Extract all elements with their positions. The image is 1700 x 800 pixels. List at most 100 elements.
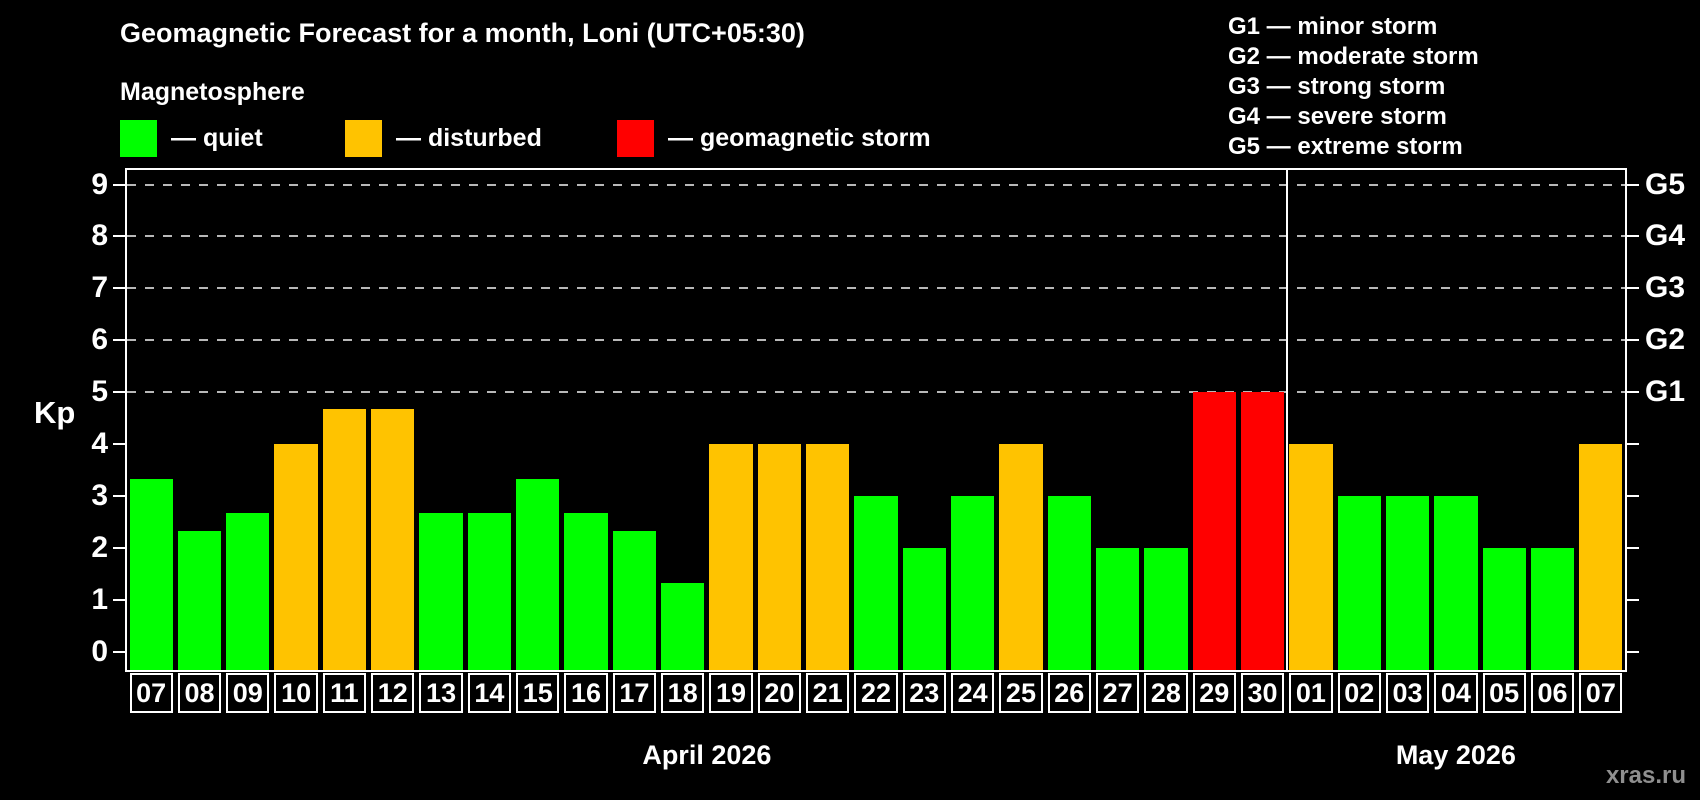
y-tick-right-0 [1627,650,1639,653]
y-tick-label-0: 0 [91,634,108,668]
y-tick-label-3: 3 [91,479,108,513]
gridline-kp8 [127,235,1625,238]
kp-bar-01 [1289,444,1333,670]
kp-bar-29 [1192,392,1236,670]
month-label: May 2026 [1395,740,1516,770]
y-tick-label-7: 7 [91,271,108,305]
y-tick-left-5 [113,391,125,394]
g-scale-legend-line: G4 — severe storm [1228,103,1447,130]
gridline-kp7 [127,287,1625,290]
kp-bar-22 [854,496,898,670]
y-tick-right-8 [1627,235,1639,238]
watermark: xras.ru [1605,762,1686,789]
kp-bar-13 [419,513,463,670]
y-tick-right-1 [1627,598,1639,601]
day-label-may-01: 01 [1289,673,1333,713]
y-tick-left-8 [113,235,125,238]
day-label-apr-25: 25 [999,673,1043,713]
quiet-swatch-icon [120,120,157,157]
y-tick-label-1: 1 [91,582,108,616]
y-tick-label-8: 8 [91,219,108,253]
day-label-apr-13: 13 [419,673,463,713]
kp-bar-12 [371,409,415,670]
day-label-apr-26: 26 [1047,673,1091,713]
kp-bar-21 [806,444,850,670]
y-tick-label-9: 9 [91,167,108,201]
day-label-apr-10: 10 [274,673,318,713]
y-tick-right-7 [1627,287,1639,290]
y-tick-left-3 [113,495,125,498]
g-label-G2: G2 [1645,323,1686,357]
kp-bar-11 [322,409,367,670]
kp-bar-15 [516,478,560,670]
legend-item-storm: — geomagnetic storm [617,120,931,157]
kp-bar-08 [177,530,222,670]
y-tick-label-5: 5 [91,375,108,409]
y-tick-left-9 [113,183,125,186]
y-tick-label-4: 4 [91,427,108,461]
day-label-apr-08: 08 [177,673,222,713]
day-label-apr-22: 22 [854,673,898,713]
kp-bar-20 [757,444,801,670]
day-label-apr-14: 14 [467,673,512,713]
day-label-apr-21: 21 [806,673,850,713]
y-axis-title: Kp [34,394,76,430]
day-label-may-05: 05 [1482,673,1526,713]
kp-bar-23 [902,548,946,670]
storm-swatch-icon [617,120,654,157]
legend-label-quiet: — quiet [171,124,263,152]
day-label-apr-27: 27 [1095,673,1140,713]
kp-bar-28 [1144,548,1188,670]
day-label-may-03: 03 [1385,673,1430,713]
g-scale-legend-line: G2 — moderate storm [1228,43,1479,70]
g-scale-legend-line: G5 — extreme storm [1228,133,1463,160]
kp-bar-07 [1579,444,1623,670]
day-label-apr-24: 24 [950,673,995,713]
kp-bar-05 [1482,548,1526,670]
legend-label-storm: — geomagnetic storm [668,124,931,152]
day-label-apr-28: 28 [1144,673,1188,713]
day-label-apr-23: 23 [902,673,946,713]
y-tick-left-6 [113,339,125,342]
gridline-kp6 [127,339,1625,342]
month-separator [1285,170,1288,670]
kp-bar-04 [1434,496,1478,670]
y-tick-right-6 [1627,339,1639,342]
day-label-apr-30: 30 [1240,673,1285,713]
kp-bar-09 [226,513,270,670]
day-label-apr-07: 07 [129,673,173,713]
day-label-may-04: 04 [1434,673,1478,713]
kp-bar-17 [612,530,657,670]
kp-bar-27 [1095,548,1140,670]
kp-bar-16 [564,513,608,670]
g-scale-legend: G1 — minor storm G2 — moderate storm G3 — … [1228,12,1479,162]
g-label-G4: G4 [1645,219,1686,253]
kp-bar-25 [999,444,1043,670]
legend-label-disturbed: — disturbed [396,124,542,152]
kp-bar-24 [950,496,995,670]
g-label-G3: G3 [1645,271,1686,305]
kp-bar-06 [1530,548,1575,670]
day-label-may-02: 02 [1337,673,1381,713]
kp-bar-19 [709,444,753,670]
month-label: April 2026 [642,740,772,770]
y-tick-left-7 [113,287,125,290]
day-label-apr-16: 16 [564,673,608,713]
y-tick-right-5 [1627,391,1639,394]
y-tick-label-2: 2 [91,530,108,564]
kp-bar-02 [1337,496,1381,670]
day-label-may-06: 06 [1530,673,1575,713]
kp-bar-26 [1047,496,1091,670]
day-label-may-07: 07 [1579,673,1623,713]
day-label-apr-29: 29 [1192,673,1236,713]
kp-bar-10 [274,444,318,670]
kp-bar-14 [467,513,512,670]
y-tick-left-2 [113,546,125,549]
g-scale-legend-line: G3 — strong storm [1228,73,1446,100]
day-label-apr-15: 15 [516,673,560,713]
legend-item-disturbed: — disturbed [345,120,542,157]
y-tick-right-4 [1627,443,1639,446]
kp-bar-18 [661,582,705,670]
day-label-apr-19: 19 [709,673,753,713]
